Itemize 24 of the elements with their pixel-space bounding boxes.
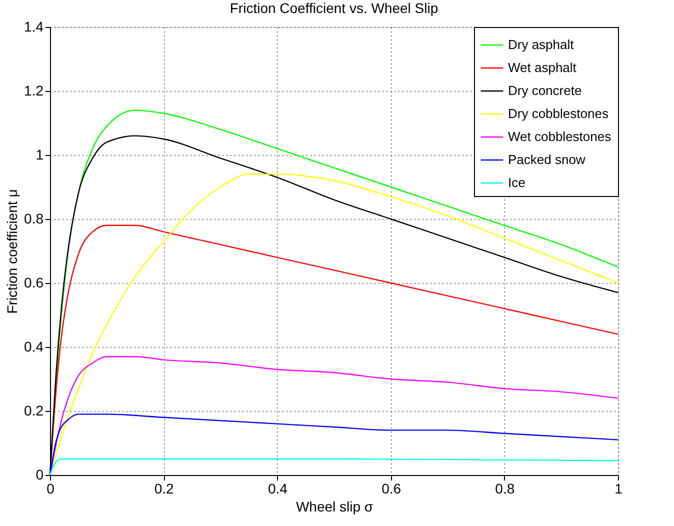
x-tick-label: 0.4 <box>268 480 288 496</box>
x-tick-label: 0.6 <box>382 480 402 496</box>
y-tick-label: 0.8 <box>24 210 44 226</box>
x-tick-label: 0 <box>46 480 55 496</box>
y-tick-label: 0.2 <box>24 402 44 418</box>
x-tick-label: 1 <box>614 480 623 496</box>
chart-title: Friction Coefficient vs. Wheel Slip <box>230 0 438 16</box>
y-tick-label: 1 <box>36 146 44 162</box>
y-tick-label: 1.2 <box>24 82 44 98</box>
legend-label: Ice <box>508 175 526 190</box>
y-tick-label: 0.6 <box>24 274 44 290</box>
legend-label: Dry concrete <box>508 83 582 98</box>
x-tick-label: 0.8 <box>495 480 515 496</box>
legend-label: Dry asphalt <box>508 37 574 52</box>
y-axis-title: Friction coefficient μ <box>4 189 20 314</box>
legend-label: Dry cobblestones <box>508 106 609 121</box>
legend-label: Wet cobblestones <box>508 129 612 144</box>
y-tick-label: 0.4 <box>24 338 44 354</box>
x-axis-title: Wheel slip σ <box>296 498 374 514</box>
x-tick-label: 0.2 <box>154 480 174 496</box>
legend-label: Wet asphalt <box>508 60 577 75</box>
legend-label: Packed snow <box>508 152 586 167</box>
y-tick-label: 0 <box>36 466 44 482</box>
y-tick-label: 1.4 <box>24 18 44 34</box>
